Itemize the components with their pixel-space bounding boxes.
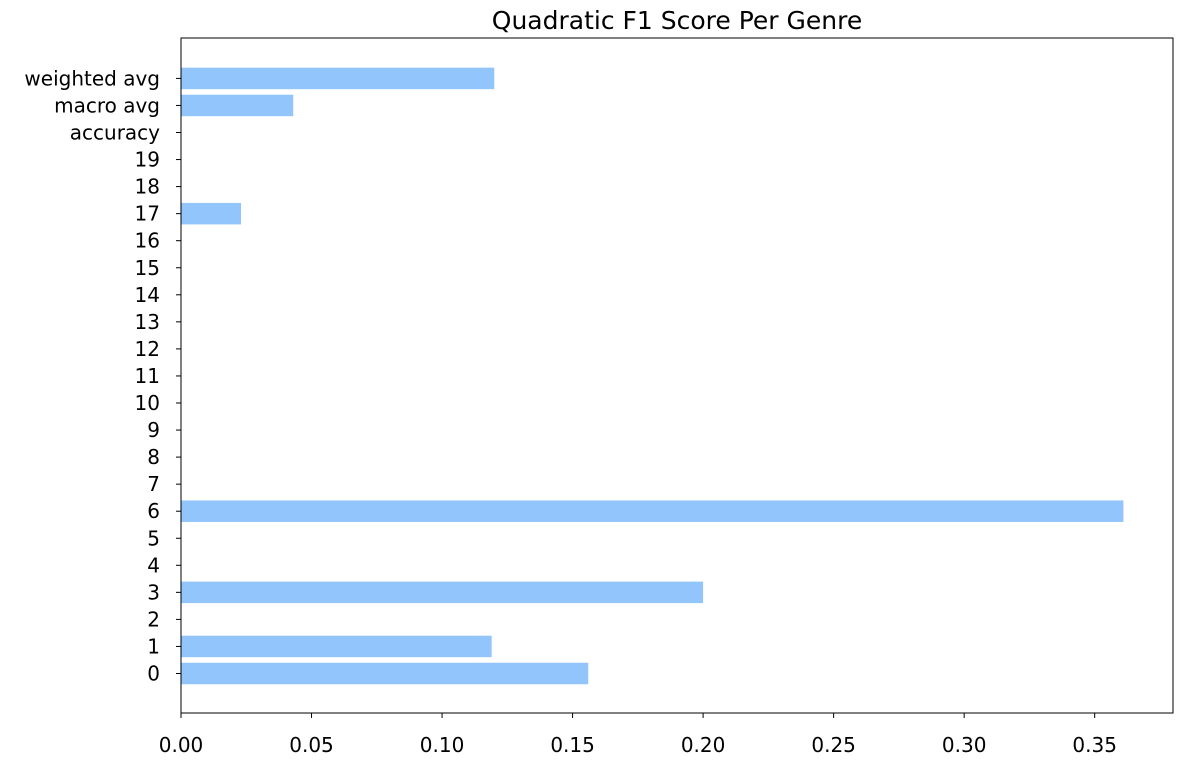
y-tick-label: 16 [135,229,160,253]
bar-1 [181,635,492,658]
x-tick-label: 0.20 [681,733,726,757]
y-tick-label: 1 [147,634,160,658]
y-tick-label: 15 [135,256,160,280]
y-tick-label: 3 [147,580,160,604]
chart-title: Quadratic F1 Score Per Genre [492,6,862,35]
y-tick-label: 17 [135,202,160,226]
y-tick-label: 12 [135,337,160,361]
x-tick-label: 0.30 [942,733,987,757]
bar-macro-avg [181,94,294,117]
y-tick-label: 11 [135,364,160,388]
y-tick-label: 4 [147,553,160,577]
y-tick-label: 5 [147,526,160,550]
y-tick-label: accuracy [70,121,160,145]
bar-17 [181,202,242,225]
x-tick-label: 0.35 [1072,733,1117,757]
y-tick-label: 9 [147,418,160,442]
x-tick-label: 0.15 [550,733,595,757]
y-tick-label: 8 [147,445,160,469]
x-axis: 0.00 0.05 0.10 0.15 0.20 0.25 0.30 0.35 [159,713,1117,757]
bar-weighted-avg [181,67,495,90]
x-tick-label: 0.00 [159,733,204,757]
bar-3 [181,581,704,604]
bars-layer [181,67,1124,685]
y-tick-label: 0 [147,662,160,686]
bar-0 [181,662,589,685]
y-axis: 012345678910111213141516171819accuracyma… [24,66,181,686]
y-tick-label: macro avg [54,93,160,117]
y-tick-label: 10 [135,391,160,415]
y-tick-label: 6 [147,499,160,523]
x-tick-label: 0.25 [811,733,856,757]
bar-6 [181,500,1124,522]
y-tick-label: 18 [135,175,160,199]
x-tick-label: 0.10 [420,733,465,757]
y-tick-label: 7 [147,472,160,496]
x-tick-label: 0.05 [289,733,334,757]
y-tick-label: 14 [135,283,160,307]
y-tick-label: 19 [135,148,160,172]
plot-area-frame [180,37,1174,714]
y-tick-label: weighted avg [24,66,160,90]
y-tick-label: 2 [147,607,160,631]
y-tick-label: 13 [135,310,160,334]
